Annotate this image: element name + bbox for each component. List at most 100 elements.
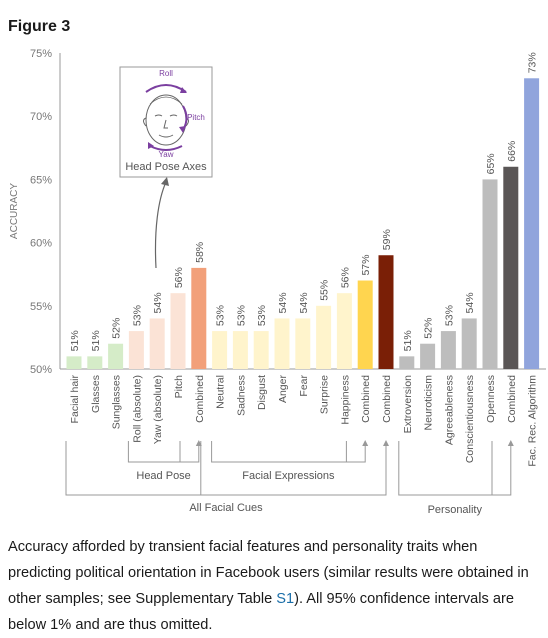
- x-tick-label: Openness: [485, 375, 497, 423]
- bar: [253, 331, 269, 369]
- x-tick-label: Roll (absolute): [131, 375, 143, 443]
- bar: [357, 280, 373, 369]
- bar-value-label: 57%: [360, 255, 372, 276]
- head-pose-inset: Roll Pitch Yaw Head Pose Axes: [119, 66, 213, 269]
- x-tick-label: Happiness: [339, 375, 351, 425]
- bar-value-label: 51%: [402, 330, 414, 351]
- y-tick-label: 60%: [30, 238, 52, 250]
- caption-text: Accuracy afforded by transient facial fe…: [8, 539, 529, 607]
- bar: [399, 356, 415, 369]
- group-connector: [180, 444, 200, 463]
- y-tick-label: 75%: [30, 48, 52, 60]
- connector-arrowhead: [383, 440, 389, 446]
- bar: [482, 179, 498, 369]
- group-label: All Facial Cues: [189, 502, 263, 514]
- bar: [191, 267, 207, 369]
- accuracy-bar-chart: 50% 55% 60% 65% 70% 75% ACCURACY Roll Pitch Ya…: [9, 48, 546, 516]
- bar-value-label: 56%: [173, 267, 185, 288]
- group-bracket: [65, 441, 202, 496]
- x-tick-label: Neutral: [215, 375, 227, 409]
- x-tick-label: Combined: [194, 375, 206, 423]
- bar: [66, 356, 82, 369]
- bar-value-label: 59%: [381, 229, 393, 250]
- bar: [420, 343, 436, 369]
- x-tick-label: Disgust: [256, 375, 268, 410]
- bar-value-label: 53%: [443, 305, 455, 326]
- group-connector: [346, 444, 366, 463]
- connector-arrowhead: [362, 440, 369, 446]
- pitch-label: Pitch: [187, 113, 205, 122]
- bar-value-label: 66%: [506, 141, 518, 162]
- bar: [295, 318, 311, 369]
- bar-value-label: 53%: [235, 305, 247, 326]
- bar: [461, 318, 477, 369]
- x-tick-label: Agreeableness: [443, 375, 455, 445]
- y-tick-label: 70%: [30, 111, 52, 123]
- bar: [274, 318, 290, 369]
- roll-label: Roll: [159, 69, 173, 78]
- caption-text-end: ). All 95% confidence intervals are belo…: [8, 591, 514, 633]
- group-connector: [492, 444, 512, 496]
- yaw-label: Yaw: [159, 150, 174, 159]
- group-bracket: [211, 441, 347, 463]
- x-tick-label: Fear: [298, 375, 310, 397]
- connector-arrowhead: [507, 440, 514, 446]
- bar-value-label: 58%: [194, 242, 206, 263]
- x-tick-label: Yaw (absolute): [152, 375, 164, 444]
- x-tick-label: Sunglasses: [111, 375, 123, 429]
- bar: [503, 166, 519, 369]
- x-tick-label: Extroversion: [402, 375, 414, 434]
- bar-value-label: 54%: [277, 292, 289, 313]
- bar-value-label: 52%: [111, 318, 123, 339]
- group-label: Facial Expressions: [242, 470, 335, 482]
- group-connector: [200, 444, 387, 496]
- y-tick-label: 65%: [30, 174, 52, 186]
- inset-caption: Head Pose Axes: [125, 161, 207, 173]
- bar: [87, 356, 103, 369]
- bar: [108, 343, 124, 369]
- bar-value-label: 51%: [90, 330, 102, 351]
- group-label: Personality: [428, 504, 483, 516]
- x-tick-label: Neuroticism: [423, 375, 435, 431]
- y-axis-title: ACCURACY: [9, 183, 20, 239]
- supplementary-table-link[interactable]: S1: [276, 591, 295, 607]
- x-tick-label: Surprise: [319, 375, 331, 414]
- x-tick-label: Anger: [277, 375, 289, 404]
- y-tick-label: 55%: [30, 301, 52, 313]
- yaw-arrow-icon: [149, 145, 183, 151]
- bar-value-label: 56%: [339, 267, 351, 288]
- bar: [170, 293, 186, 369]
- bar-value-label: 51%: [69, 330, 81, 351]
- x-tick-label: Conscientiousness: [464, 375, 476, 463]
- bar: [378, 255, 394, 369]
- bar-value-label: 73%: [527, 52, 539, 73]
- bar-value-label: 53%: [131, 305, 143, 326]
- bar-value-label: 65%: [485, 153, 497, 174]
- bar-value-label: 54%: [464, 292, 476, 313]
- group-bracket: [127, 441, 181, 463]
- bar: [316, 305, 332, 369]
- bar: [232, 331, 248, 369]
- y-tick-label: 50%: [30, 364, 52, 376]
- bar: [336, 293, 352, 369]
- bar: [524, 78, 540, 369]
- x-tick-label: Glasses: [90, 375, 102, 413]
- bar: [212, 331, 228, 369]
- x-tick-label: Sadness: [235, 375, 247, 416]
- bar-value-label: 55%: [319, 280, 331, 301]
- x-tick-label: Combined: [381, 375, 393, 423]
- bar-value-label: 53%: [256, 305, 268, 326]
- x-tick-label: Facial hair: [69, 374, 81, 423]
- x-tick-label: Pitch: [173, 375, 185, 399]
- figure-caption: Accuracy afforded by transient facial fe…: [8, 534, 540, 638]
- group-bracket: [398, 441, 493, 496]
- bar-value-label: 54%: [152, 292, 164, 313]
- inset-pointer-arrow: [154, 181, 167, 269]
- bar: [128, 331, 144, 369]
- bar-value-label: 54%: [298, 292, 310, 313]
- bar: [440, 331, 456, 369]
- bar-value-label: 53%: [215, 305, 227, 326]
- bar: [149, 318, 165, 369]
- group-label: Head Pose: [136, 470, 190, 482]
- x-tick-label: Combined: [360, 375, 372, 423]
